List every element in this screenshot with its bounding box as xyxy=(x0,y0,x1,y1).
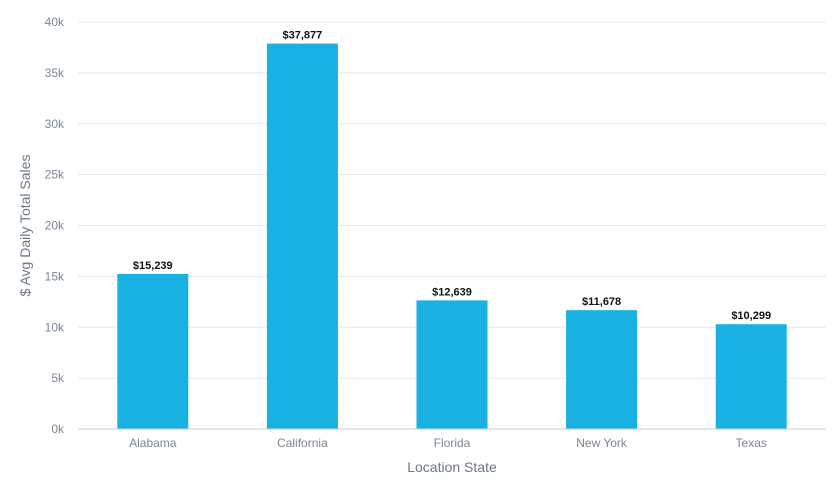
axis-layer: 0k 5k 10k 15k 20k 25k 30k 35k 40k Alabama Californ… xyxy=(45,15,826,450)
bar xyxy=(416,300,488,429)
bar-layer xyxy=(117,43,787,429)
bar-value-label: $37,877 xyxy=(283,30,323,42)
x-tick-label: California xyxy=(277,436,328,450)
y-tick-label: 0k xyxy=(51,422,65,436)
y-axis-title: $ Avg Daily Total Sales xyxy=(17,155,33,297)
x-tick-label: Texas xyxy=(736,436,767,450)
bar-value-label: $10,299 xyxy=(731,310,771,322)
y-tick-label: 25k xyxy=(45,168,65,182)
y-tick-label: 5k xyxy=(51,371,65,385)
x-tick-label: Alabama xyxy=(129,436,177,450)
y-tick-label: 10k xyxy=(45,320,65,334)
y-tick-label: 35k xyxy=(45,66,65,80)
x-axis-title: Location State xyxy=(407,459,497,475)
y-tick-label: 40k xyxy=(45,15,65,29)
bar xyxy=(566,310,638,429)
bar xyxy=(266,43,338,429)
grid-layer xyxy=(78,21,826,379)
bar-value-label: $11,678 xyxy=(582,296,621,308)
x-tick-label: New York xyxy=(576,436,628,450)
bar-value-label: $15,239 xyxy=(133,260,173,272)
x-tick-label: Florida xyxy=(434,436,471,450)
y-tick-label: 20k xyxy=(45,219,65,233)
bar xyxy=(117,273,189,429)
bar-value-label: $12,639 xyxy=(432,286,472,298)
label-layer: $15,239 $37,877 $12,639 $11,678 $10,299 xyxy=(133,30,771,323)
y-tick-label: 30k xyxy=(45,117,65,131)
y-tick-label: 15k xyxy=(45,269,65,283)
bar xyxy=(715,324,787,429)
